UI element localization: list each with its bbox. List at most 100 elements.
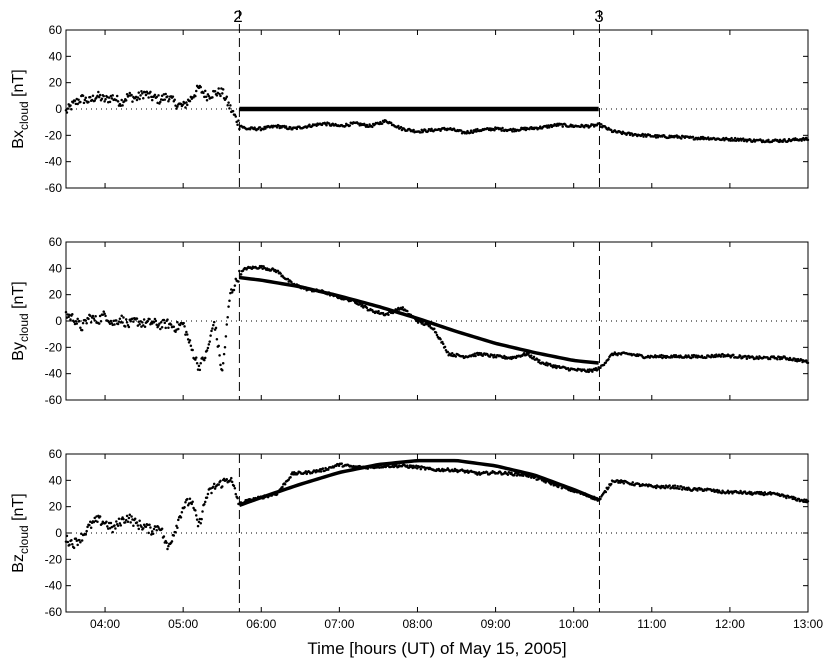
boundary-label-3: 3 <box>594 7 603 26</box>
data-point <box>237 119 240 122</box>
observed-series <box>64 84 810 144</box>
data-point <box>203 358 206 362</box>
data-point <box>426 130 430 133</box>
data-point <box>731 492 734 495</box>
data-point <box>165 541 168 545</box>
data-point <box>108 100 112 104</box>
data-point <box>100 97 104 101</box>
y-tick-label: -40 <box>45 579 63 593</box>
data-point <box>284 125 288 128</box>
data-point <box>151 532 155 536</box>
data-point <box>672 486 676 490</box>
data-point <box>67 315 70 319</box>
data-point <box>130 93 133 97</box>
data-point <box>147 531 150 535</box>
y-tick-label: 40 <box>49 261 63 275</box>
data-point <box>286 277 290 281</box>
data-point <box>184 500 187 504</box>
data-point <box>104 314 107 318</box>
data-point <box>98 515 102 518</box>
data-point <box>171 95 175 98</box>
data-point <box>415 467 419 470</box>
y-tick-label: 40 <box>49 49 63 63</box>
data-point <box>173 98 176 101</box>
data-point <box>80 328 84 332</box>
data-point <box>69 104 72 107</box>
data-point <box>546 126 549 129</box>
data-point <box>107 96 111 99</box>
data-point <box>227 101 230 104</box>
boundary-label-2: 2 <box>233 7 242 26</box>
data-point <box>124 318 128 321</box>
data-point <box>68 543 71 547</box>
data-point <box>209 334 212 337</box>
data-point <box>459 129 463 132</box>
data-point <box>381 311 385 315</box>
data-point <box>84 96 88 99</box>
data-point <box>600 123 603 126</box>
data-point <box>594 367 598 370</box>
data-point <box>142 97 145 100</box>
data-point <box>76 543 79 547</box>
data-point <box>159 321 163 324</box>
data-point <box>81 321 85 325</box>
data-point <box>238 269 241 273</box>
data-point <box>192 96 195 99</box>
data-point <box>66 540 70 544</box>
data-point <box>678 487 681 490</box>
data-point <box>654 486 658 490</box>
data-point <box>185 330 188 334</box>
data-point <box>146 319 149 323</box>
data-point <box>258 126 262 129</box>
data-point <box>419 467 423 471</box>
y-axis-title: Bycloud [nT] <box>10 281 31 360</box>
data-point <box>217 87 220 90</box>
data-point <box>129 521 132 524</box>
data-point <box>160 94 164 98</box>
x-tick-label: 05:00 <box>168 617 198 631</box>
data-point <box>194 89 198 93</box>
data-point <box>84 319 88 322</box>
data-point <box>97 322 101 325</box>
y-tick-label: -20 <box>45 552 63 566</box>
data-point <box>739 354 742 358</box>
data-point <box>219 94 222 98</box>
data-point <box>196 524 200 528</box>
data-point <box>70 538 73 542</box>
data-point <box>87 100 90 104</box>
data-point <box>622 482 626 485</box>
data-point <box>768 357 772 361</box>
data-point <box>631 481 635 484</box>
data-point <box>732 353 735 357</box>
data-point <box>124 518 128 522</box>
data-point <box>787 358 791 362</box>
data-point <box>745 357 749 360</box>
data-point <box>742 137 745 140</box>
data-point <box>177 518 180 522</box>
data-point <box>401 306 405 309</box>
data-point <box>141 321 144 324</box>
data-point <box>191 348 194 352</box>
y-tick-label: 60 <box>49 235 63 249</box>
data-point <box>194 356 198 359</box>
data-point <box>166 547 169 551</box>
panel-bx: -60 -40 -20 0 20 40 60 Bxcloud [nT] <box>10 10 810 195</box>
data-point <box>93 319 96 322</box>
data-point <box>228 107 231 110</box>
x-tick-label: 07:00 <box>324 617 354 631</box>
data-point <box>174 104 177 107</box>
data-point <box>83 98 87 102</box>
data-point <box>729 139 732 142</box>
data-point <box>412 128 415 132</box>
data-point <box>110 97 114 100</box>
data-point <box>76 317 79 321</box>
data-point <box>91 94 95 98</box>
data-point <box>162 318 166 322</box>
data-point <box>371 125 374 129</box>
data-point <box>163 321 167 325</box>
data-point <box>88 523 91 527</box>
data-point <box>146 92 149 95</box>
data-point <box>233 284 237 287</box>
data-point <box>750 491 753 494</box>
